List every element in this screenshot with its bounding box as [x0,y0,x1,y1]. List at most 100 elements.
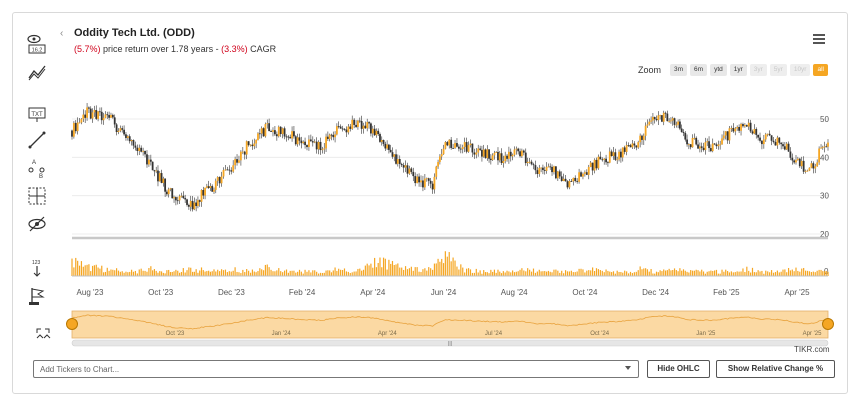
candle-body [396,159,399,164]
navigator-tick-label: Jul '24 [485,331,503,337]
volume-bar [106,267,108,276]
volume-bar [95,264,97,276]
crosshair-grid-icon[interactable] [22,182,52,210]
navigator-right-handle[interactable] [822,318,834,330]
navigator-left-handle[interactable] [66,318,78,330]
candle-body [204,187,206,196]
candle-body [702,147,705,151]
candle-body [684,133,687,140]
candle-body [608,151,611,163]
candle-body [511,154,514,157]
x-tick-label: Aug '24 [501,288,528,297]
volume-bar [224,269,227,276]
navigator-window[interactable] [71,310,829,339]
show-relative-change-button[interactable]: Show Relative Change % [716,360,835,378]
chart-credit[interactable]: TIKR.com [794,345,830,354]
volume-bar [266,264,268,276]
candle-body [88,107,90,109]
volume-bar [782,269,784,276]
volume-bar [493,269,496,276]
volume-bar [670,270,672,276]
navigator-tick-label: Apr '24 [378,331,397,337]
candle-body [808,167,811,171]
volume-bar [272,271,274,276]
candle-body [311,141,314,143]
volume-bar [572,272,574,276]
zoom-3m-button[interactable]: 3m [670,64,688,76]
navigator-tick-label: Jan '25 [696,331,716,337]
volume-bar [761,270,763,276]
volume-bar [86,264,88,276]
candle-body [804,170,807,172]
candle-body [689,144,692,148]
scrollbar-grip-icon[interactable]: ||| [448,341,452,347]
candle-body [772,140,775,142]
candle-body [734,128,737,132]
candle-body [698,146,701,149]
volume-bar [639,266,641,276]
candle-body [520,150,523,157]
candle-body [234,159,237,166]
candle-body [427,178,430,181]
zoom-1yr-button[interactable]: 1yr [729,64,747,76]
text-annotation-icon[interactable]: TXT [22,100,52,128]
candle-body [169,188,172,190]
volume-bar [538,269,540,276]
trend-line-icon[interactable] [22,126,52,154]
hamburger-menu-icon[interactable] [812,33,826,45]
volume-bar [179,272,181,276]
y-tick-label: 40 [820,153,829,162]
candle-body [761,140,763,145]
candle-body [117,130,120,132]
volume-bar [220,269,223,276]
candle-body [209,186,212,189]
navigator-scrollbar[interactable] [71,339,829,347]
candle-body [260,128,263,134]
measure-icon[interactable]: 123 [22,254,52,282]
zoom-6m-button[interactable]: 6m [690,64,708,76]
candle-body [162,178,165,183]
candle-body [653,117,656,119]
candle-body [408,168,411,174]
zoom-ytd-button[interactable]: ytd [710,64,727,76]
candle-body [736,127,739,129]
volume-bar [222,270,225,276]
chevron-down-icon[interactable] [625,366,631,370]
candle-body [745,125,748,127]
collapse-toolbar-icon[interactable]: ‹ [60,28,64,39]
volume-bar [523,270,525,276]
volume-bar [190,267,192,276]
hide-drawings-icon[interactable] [22,210,52,238]
candle-body [140,147,143,152]
volume-bar [200,267,203,276]
volume-bar [157,272,159,276]
candle-body [380,140,383,142]
volume-bar [631,273,634,276]
candle-body [86,107,88,118]
candle-body [530,161,533,165]
candle-body [82,114,85,120]
candle-body [412,171,415,177]
candle-body [384,143,387,149]
volume-bar [450,261,452,276]
zoom-all-button[interactable]: all [813,64,828,76]
expand-icon[interactable] [32,324,54,346]
add-tickers-input[interactable] [33,360,639,378]
candle-body [585,172,588,175]
candle-body [796,158,799,161]
volume-bar [748,270,750,276]
candle-body [176,200,179,202]
candle-body [749,122,752,132]
hide-ohlc-button[interactable]: Hide OHLC [647,360,710,378]
line-chart-style-icon[interactable] [22,58,52,86]
volume-bar [317,273,320,276]
eye-value-icon[interactable]: 16.2 [22,30,52,58]
flag-icon[interactable] [22,282,52,310]
volume-bar [228,271,230,276]
volume-bar [753,272,755,276]
candle-body [721,138,723,145]
volume-bar [184,272,186,276]
